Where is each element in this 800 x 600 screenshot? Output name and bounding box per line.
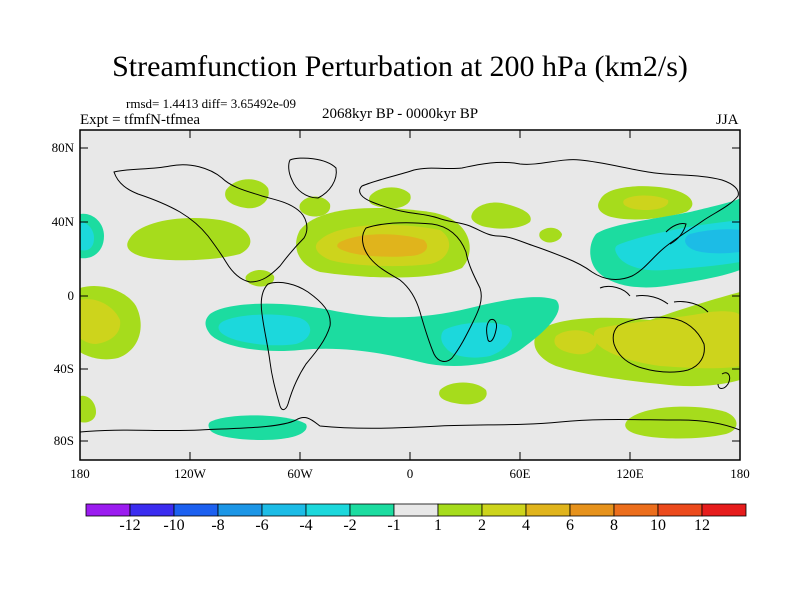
colorbar-box [437, 503, 483, 517]
positive-anomaly-south-pacific-edge [80, 395, 96, 423]
x-label-60e: 60E [510, 466, 531, 481]
positive-anomaly-ross-sea [625, 406, 737, 439]
colorbar-box [217, 503, 263, 517]
colorbar-box [173, 503, 219, 517]
positive-anomaly-southern-indian-ocean [554, 330, 597, 355]
colorbar-label-minus-8: -8 [211, 517, 225, 534]
colorbar-label-12: 12 [694, 517, 710, 534]
colorbar-box [393, 503, 439, 517]
coastline-eurasia [359, 159, 739, 280]
coastline-indonesia [599, 285, 709, 313]
negative-anomaly-east-asia-pacific-peak [685, 229, 740, 254]
colorbar-label-6: 6 [566, 517, 574, 534]
season-label: JJA [716, 112, 739, 128]
colorbar-box [349, 503, 395, 517]
y-label-40s: 40S [54, 361, 74, 376]
x-label-180e: 180 [730, 466, 750, 481]
y-label-0: 0 [68, 288, 75, 303]
positive-anomaly-western-pacific-south-core [80, 299, 121, 344]
coastline-antarctica [80, 417, 740, 433]
colorbar-box [701, 503, 747, 517]
x-label-120w: 120W [174, 466, 207, 481]
y-label-80n: 80N [52, 140, 75, 155]
negative-anomaly-antarctic-pacific [208, 415, 307, 440]
coastline-greenland [288, 157, 337, 199]
colorbar-box [525, 503, 571, 517]
colorbar-box [85, 503, 131, 517]
colorbar-label-8: 8 [610, 517, 618, 534]
period-label: 2068kyr BP - 0000kyr BP [322, 106, 479, 122]
colorbar-box [569, 503, 615, 517]
colorbar [85, 503, 747, 517]
colorbar-label-2: 2 [478, 517, 486, 534]
colorbar-label-4: 4 [522, 517, 530, 534]
colorbar-label-10: 10 [650, 517, 666, 534]
colorbar-label-minus-6: -6 [255, 517, 269, 534]
y-label-40n: 40N [52, 214, 75, 229]
map-background [80, 130, 740, 460]
x-label-180w: 180 [70, 466, 90, 481]
y-label-80s: 80S [54, 433, 74, 448]
negative-anomaly-north-pacific-west-core [80, 222, 94, 251]
map-title: Streamfunction Perturbation at 200 hPa (… [112, 50, 688, 83]
coastline-new-zealand [717, 372, 731, 389]
coastline-south-america [260, 281, 331, 411]
rmsd-diff-stats: rmsd= 1.4413 diff= 3.65492e-09 [126, 96, 297, 111]
x-label-0: 0 [407, 466, 414, 481]
colorbar-box [305, 503, 351, 517]
positive-anomaly-north-atlantic [127, 218, 251, 261]
x-axis-ticks [79, 130, 741, 460]
colorbar-label-minus-10: -10 [163, 517, 185, 534]
coastline-japan [665, 223, 687, 245]
colorbar-box [481, 503, 527, 517]
contour-field [80, 179, 740, 440]
colorbar-label-minus-1: -1 [387, 517, 401, 534]
colorbar-label-minus-2: -2 [343, 517, 357, 534]
positive-anomaly-siberia-core [623, 195, 669, 210]
coastline-australia [612, 316, 705, 373]
positive-anomaly-northeast-us [299, 196, 331, 217]
colorbar-box [261, 503, 307, 517]
coastline-madagascar [486, 319, 497, 343]
positive-anomaly-eurasia [471, 202, 531, 229]
colorbar-label-minus-12: -12 [119, 517, 141, 534]
positive-anomaly-arabia [539, 227, 562, 243]
coastline-africa [362, 222, 482, 362]
colorbar-label-minus-4: -4 [299, 517, 313, 534]
positive-anomaly-greenland [225, 179, 269, 209]
coastlines [80, 157, 740, 433]
y-axis-ticks [80, 147, 740, 442]
positive-anomaly-north-africa-peak [337, 234, 428, 257]
positive-anomaly-antarctic-peninsula [439, 382, 487, 405]
x-label-60w: 60W [287, 466, 313, 481]
x-label-120e: 120E [616, 466, 644, 481]
colorbar-label-1: 1 [434, 517, 442, 534]
colorbar-box [657, 503, 703, 517]
coastline-north-america [113, 164, 308, 283]
experiment-label: Expt = tfmfN-tfmea [80, 112, 201, 128]
colorbar-box [613, 503, 659, 517]
colorbar-box [129, 503, 175, 517]
positive-anomaly-europe [368, 187, 411, 209]
